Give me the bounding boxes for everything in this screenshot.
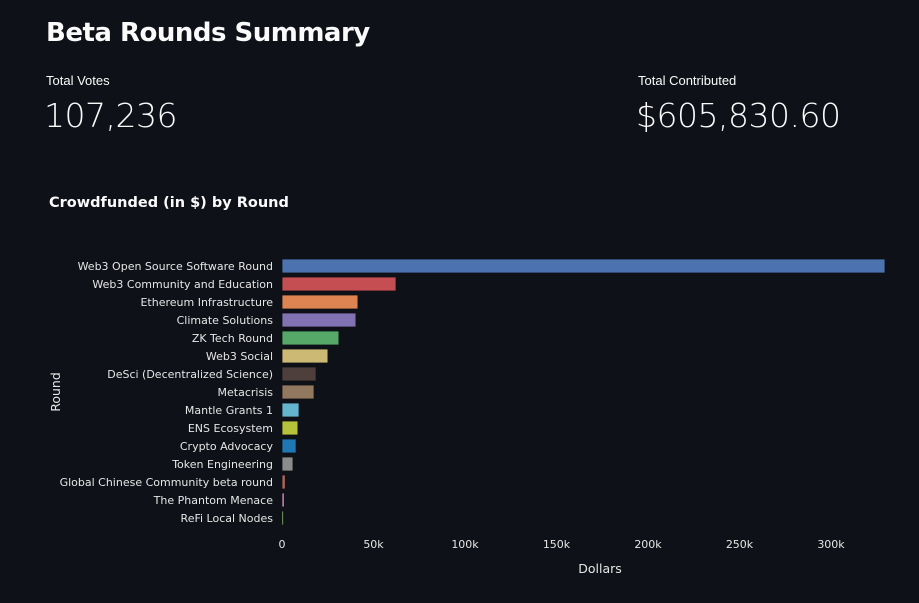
category-label: ENS Ecosystem (188, 422, 273, 435)
bar-the-phantom-menace (281, 492, 285, 508)
page-title: Beta Rounds Summary (46, 18, 370, 48)
bar-ens-ecosystem (281, 420, 299, 436)
category-label: Metacrisis (218, 386, 274, 399)
x-tick-label: 200k (634, 538, 662, 551)
category-label: ZK Tech Round (192, 332, 273, 345)
chart-title: Crowdfunded (in $) by Round (49, 195, 289, 211)
bar-token-engineering (281, 456, 294, 472)
category-label: Web3 Social (206, 350, 273, 363)
bar-climate-solutions (281, 312, 357, 328)
bar-refi-local-nodes (281, 510, 284, 526)
x-tick-label: 150k (543, 538, 571, 551)
category-labels-group: Web3 Open Source Software Round Web3 Comm… (60, 260, 274, 525)
total-votes-value: 107,236 (44, 96, 177, 135)
x-tick-labels-group: 0 50k 100k 150k 200k 250k 300k (279, 538, 846, 551)
bar-web3-open-source-software-round (281, 258, 886, 274)
category-label: DeSci (Decentralized Science) (107, 368, 273, 381)
category-label: Token Engineering (171, 458, 273, 471)
category-label: Mantle Grants 1 (185, 404, 273, 417)
category-label: ReFi Local Nodes (181, 512, 274, 525)
x-tick-label: 100k (451, 538, 479, 551)
total-votes-label: Total Votes (46, 73, 110, 88)
x-axis-title: Dollars (578, 561, 622, 576)
category-label: Web3 Open Source Software Round (78, 260, 273, 273)
category-label: Climate Solutions (177, 314, 274, 327)
bar-crypto-advocacy (281, 438, 297, 454)
y-axis-title: Round (48, 372, 63, 412)
bar-web3-community-and-education (281, 276, 397, 292)
bar-web3-social (281, 348, 329, 364)
bar-mantle-grants-1 (281, 402, 300, 418)
bar-desci-decentralized-science (281, 366, 317, 382)
x-tick-label: 300k (817, 538, 845, 551)
bar-metacrisis (281, 384, 315, 400)
category-label: The Phantom Menace (153, 494, 274, 507)
total-contributed-value: $605,830.60 (636, 96, 841, 135)
category-label: Web3 Community and Education (92, 278, 273, 291)
bars-group (281, 258, 886, 526)
bar-zk-tech-round (281, 330, 340, 346)
total-contributed-label: Total Contributed (638, 73, 737, 88)
x-tick-label: 50k (363, 538, 384, 551)
bar-ethereum-infrastructure (281, 294, 359, 310)
category-label: Ethereum Infrastructure (140, 296, 273, 309)
category-label: Crypto Advocacy (180, 440, 274, 453)
x-tick-label: 250k (726, 538, 754, 551)
bar-global-chinese-community-beta-round (281, 474, 286, 490)
category-label: Global Chinese Community beta round (60, 476, 273, 489)
x-tick-label: 0 (279, 538, 286, 551)
